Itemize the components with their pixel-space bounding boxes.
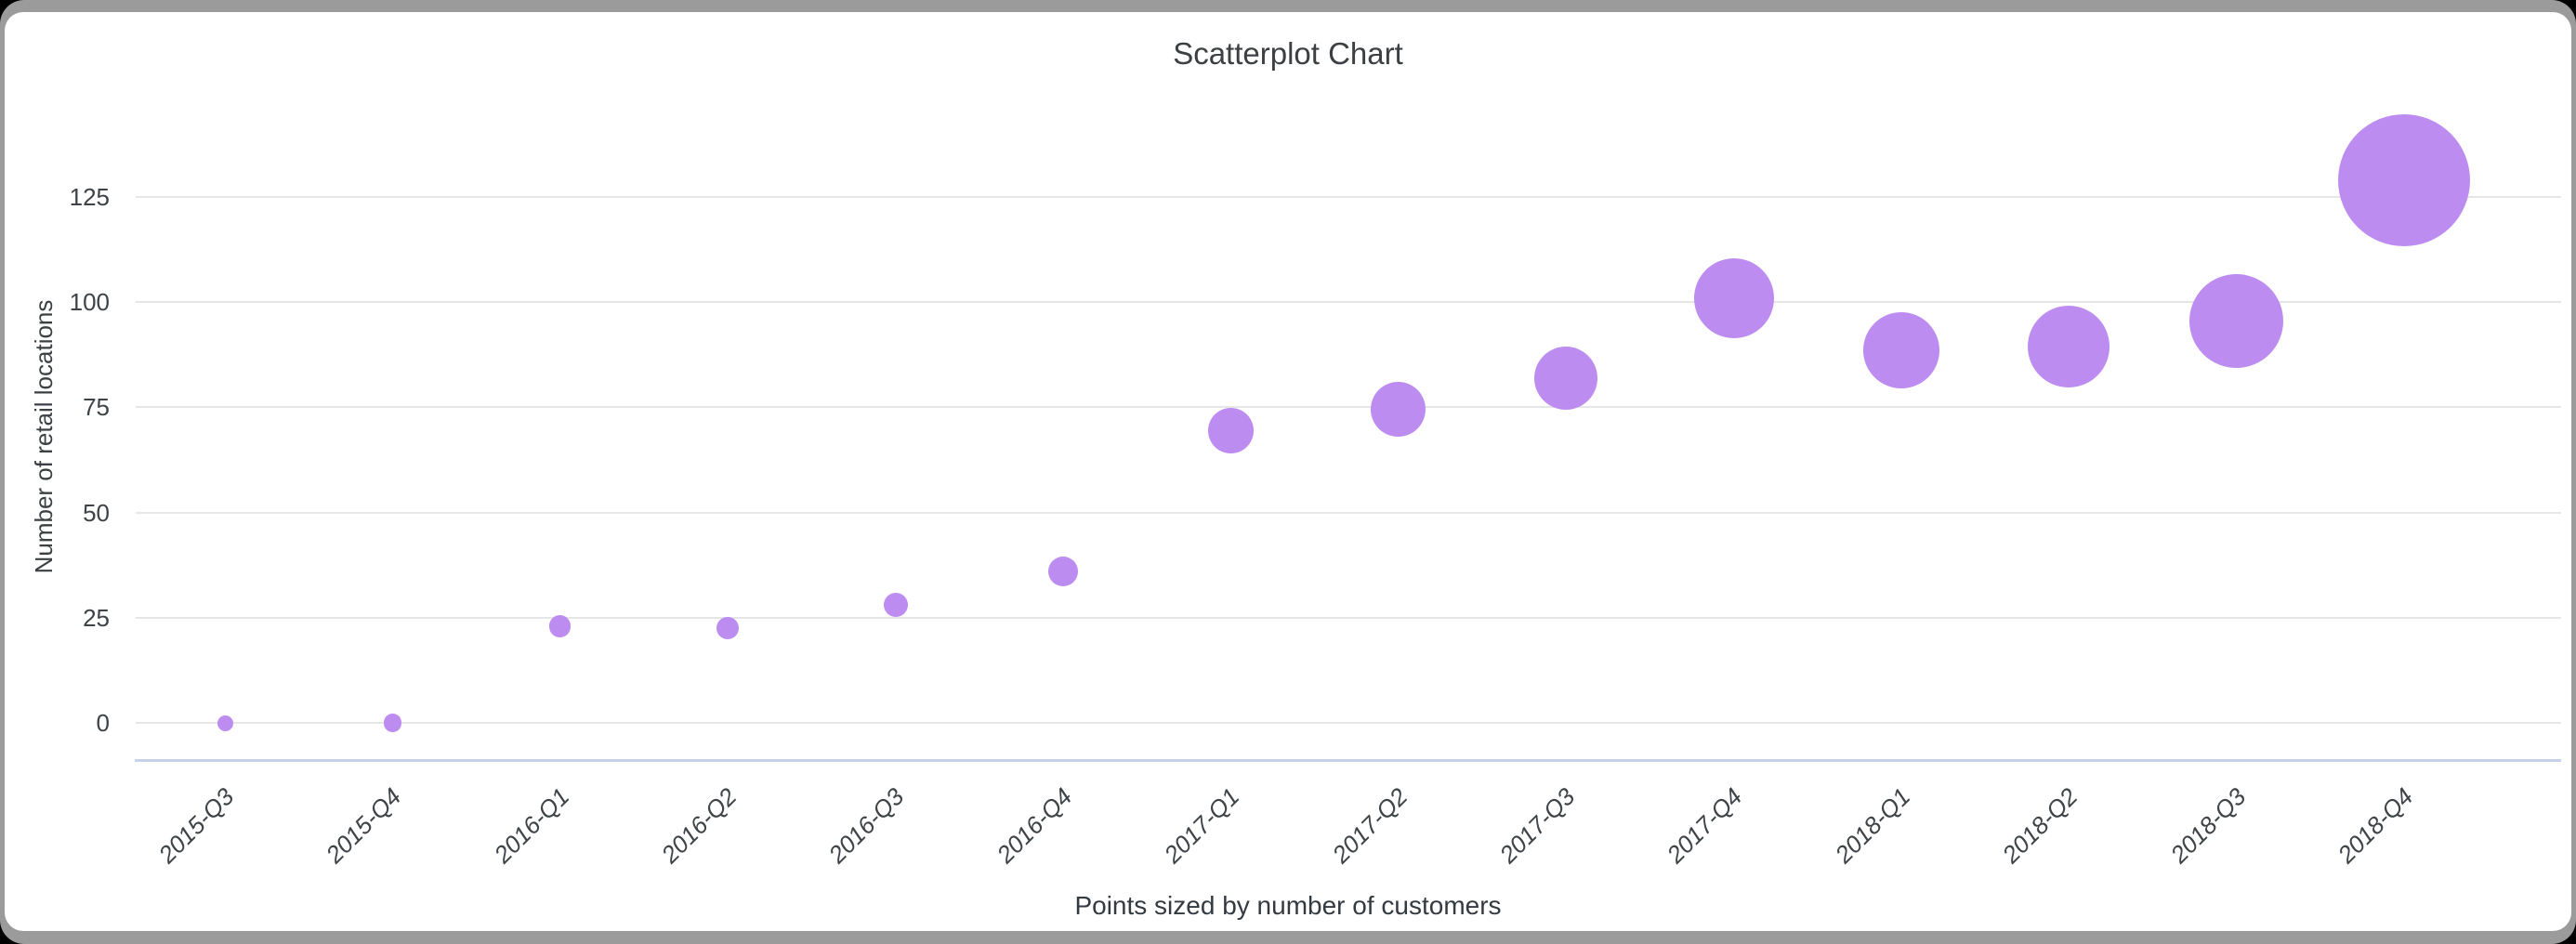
x-axis-tick-label: 2016-Q1 <box>488 782 575 869</box>
x-axis-tick-label: 2016-Q3 <box>823 782 910 869</box>
x-axis-tick-label: 2018-Q2 <box>1996 782 2083 869</box>
chart-title: Scatterplot Chart <box>1173 36 1403 71</box>
gridline <box>136 406 2561 409</box>
data-point-2017-Q1[interactable] <box>1207 407 1254 453</box>
y-axis-tick-label: 125 <box>69 183 110 211</box>
data-point-2017-Q2[interactable] <box>1371 382 1426 438</box>
data-point-2015-Q4[interactable] <box>383 714 402 732</box>
gridline <box>136 722 2561 724</box>
x-axis-baseline <box>135 759 2561 762</box>
gridline <box>136 511 2561 514</box>
data-point-2018-Q3[interactable] <box>2189 274 2284 369</box>
x-axis-tick-label: 2018-Q1 <box>1829 782 1916 869</box>
data-point-2016-Q2[interactable] <box>716 617 740 640</box>
chart-card <box>5 12 2571 931</box>
y-axis-tick-label: 25 <box>83 603 110 632</box>
data-point-2018-Q2[interactable] <box>2028 305 2110 387</box>
data-point-2018-Q4[interactable] <box>2338 113 2471 246</box>
size-caption: Points sized by number of customers <box>1074 891 1502 920</box>
gridline <box>136 616 2561 619</box>
x-axis-tick-label: 2018-Q4 <box>2332 782 2419 869</box>
x-axis-tick-label: 2015-Q3 <box>152 782 240 869</box>
data-point-2016-Q4[interactable] <box>1047 556 1079 587</box>
x-axis-tick-label: 2017-Q2 <box>1326 782 1413 869</box>
x-axis-tick-label: 2018-Q3 <box>2164 782 2252 869</box>
x-axis-tick-label: 2017-Q1 <box>1158 782 1245 869</box>
data-point-2016-Q1[interactable] <box>549 615 572 637</box>
data-point-2017-Q4[interactable] <box>1693 257 1774 338</box>
y-axis-tick-label: 50 <box>83 498 110 527</box>
x-axis-tick-label: 2016-Q2 <box>655 782 743 869</box>
y-axis-tick-label: 100 <box>69 288 110 317</box>
data-point-2017-Q3[interactable] <box>1534 346 1598 410</box>
gridline <box>136 301 2561 304</box>
data-point-2016-Q3[interactable] <box>883 593 908 618</box>
x-axis-tick-label: 2017-Q4 <box>1662 782 1748 869</box>
x-axis-tick-label: 2016-Q4 <box>991 782 1078 869</box>
y-axis-tick-label: 0 <box>96 709 110 737</box>
data-point-2018-Q1[interactable] <box>1863 312 1939 389</box>
x-axis-tick-label: 2015-Q4 <box>320 782 407 869</box>
data-point-2015-Q3[interactable] <box>217 715 233 731</box>
gridline <box>136 196 2561 198</box>
x-axis-tick-label: 2017-Q3 <box>1493 782 1581 869</box>
y-axis-tick-label: 75 <box>83 393 110 422</box>
